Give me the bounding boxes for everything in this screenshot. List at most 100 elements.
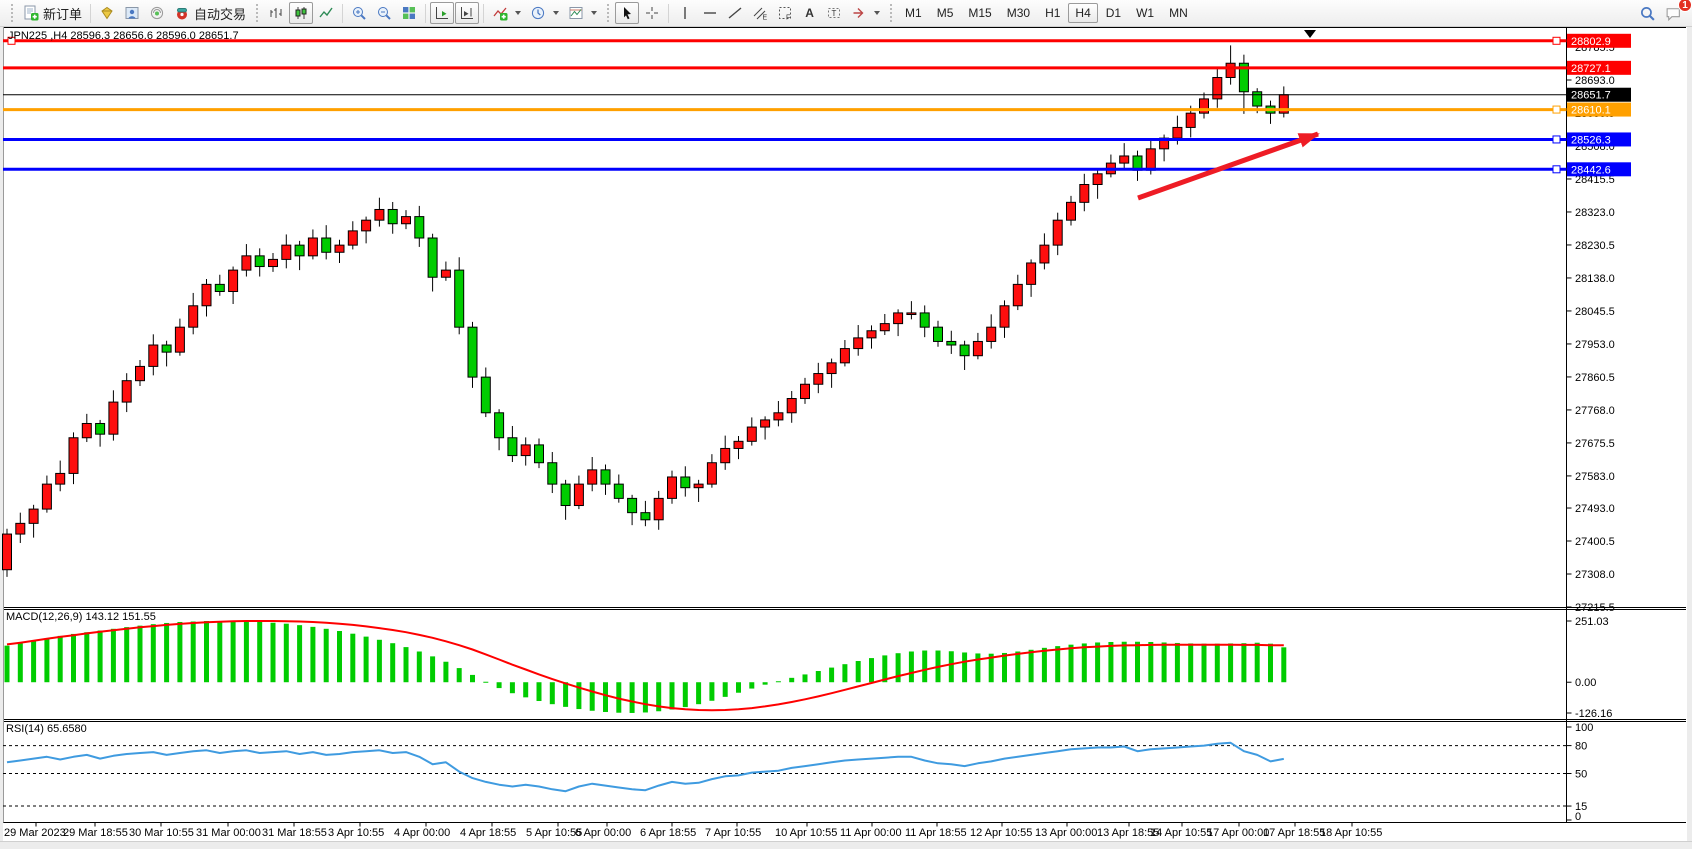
trend-arrow-object[interactable] (1137, 131, 1320, 201)
timeframe-m30-button[interactable]: M30 (1000, 3, 1037, 23)
price-tick-label: 27308.0 (1575, 569, 1615, 581)
macd-histogram-bar (1121, 641, 1127, 683)
toolbar-grip[interactable] (889, 3, 894, 23)
chart-canvas[interactable]: 28785.528693.028600.528508.028415.528323… (0, 27, 1692, 841)
candle-body (467, 326, 478, 378)
candle-body (494, 412, 505, 439)
price-tick-label: 27675.5 (1575, 438, 1615, 450)
candle-body (706, 462, 717, 485)
rsi-indicator: 100 80 50 150 (3, 722, 1593, 823)
auto-trading-button[interactable]: 自动交易 (170, 2, 250, 24)
line-anchor-handle[interactable] (1552, 165, 1561, 174)
chart-title: JPN225 ,H4 28596.3 28656.6 28596.0 28651… (8, 30, 239, 42)
chat-button[interactable]: 1 (1661, 0, 1692, 24)
experts-button[interactable] (120, 2, 144, 24)
timeframe-mn-button[interactable]: MN (1162, 3, 1195, 23)
toolbar-grip[interactable] (255, 3, 260, 23)
text-tool-button[interactable]: A (798, 2, 821, 24)
zoom-out-button[interactable] (372, 2, 396, 24)
line-chart-button[interactable] (314, 2, 338, 24)
macd-histogram-bar (682, 682, 688, 708)
toolbar-grip[interactable] (10, 3, 14, 23)
time-tick-label: 31 Mar 00:00 (196, 827, 261, 839)
equidistant-channel-tool-button[interactable]: E (748, 2, 772, 24)
macd-indicator: 251.03 0.00 -126.16 (4, 616, 1612, 720)
line-anchor-handle[interactable] (1552, 36, 1561, 45)
horizontal-line-tool-button[interactable] (698, 2, 722, 24)
bar-chart-button[interactable] (264, 2, 288, 24)
line-anchor-handle[interactable] (7, 36, 16, 45)
chart-background[interactable] (3, 27, 1687, 841)
line-anchor-handle[interactable] (1552, 135, 1561, 144)
candle-body (174, 326, 185, 353)
macd-histogram-bar (1228, 643, 1234, 683)
arrows-tool-button[interactable] (847, 2, 884, 24)
toolbar-separator (425, 3, 427, 23)
line-anchor-handle[interactable] (1552, 105, 1561, 114)
toolbar-grip[interactable] (606, 3, 611, 23)
timeframe-w1-button[interactable]: W1 (1129, 3, 1161, 23)
timeframe-d1-button[interactable]: D1 (1099, 3, 1128, 23)
indicators-button[interactable] (488, 2, 525, 24)
candle-body (507, 437, 518, 457)
profile-button[interactable] (95, 2, 119, 24)
candle-body (254, 255, 265, 268)
signal-button[interactable] (145, 2, 169, 24)
time-tick-label: 17 Apr 00:00 (1207, 827, 1269, 839)
rsi-tick-label: 100 (1575, 722, 1593, 734)
candle-body (760, 419, 771, 428)
candle-body (121, 380, 132, 403)
time-tick-label: 5 Apr 10:55 (526, 827, 582, 839)
price-line-badge (1567, 102, 1631, 117)
toolbar-separator (483, 3, 485, 23)
tile-windows-button[interactable] (397, 2, 421, 24)
macd-histogram-bar (829, 667, 835, 683)
timeframe-h4-button[interactable]: H4 (1068, 3, 1098, 23)
time-tick-label: 14 Apr 10:55 (1150, 827, 1212, 839)
candle-body (893, 312, 904, 325)
macd-histogram-bar (895, 653, 901, 683)
cursor-tool-button[interactable] (615, 2, 640, 24)
fibo-letter: F (786, 15, 790, 22)
timeframe-m5-button[interactable]: M5 (930, 3, 961, 23)
price-tick-label: 28415.5 (1575, 174, 1615, 186)
vertical-line-tool-button[interactable] (673, 2, 697, 24)
crosshair-tool-button[interactable] (640, 2, 664, 24)
candle-body (680, 476, 691, 489)
fibonacci-tool-button[interactable]: F (773, 2, 797, 24)
new-order-button[interactable]: 新订单 (19, 2, 86, 24)
price-tick-label: 27215.5 (1575, 602, 1615, 614)
zoom-in-button[interactable] (347, 2, 371, 24)
time-tick-label: 11 Apr 00:00 (840, 827, 902, 839)
timeframe-h1-button[interactable]: H1 (1038, 3, 1067, 23)
periods-button[interactable] (526, 2, 563, 24)
macd-histogram-bar (1068, 644, 1074, 683)
time-tick-label: 10 Apr 10:55 (775, 827, 837, 839)
candlestick-chart-button[interactable] (289, 2, 314, 24)
templates-button[interactable] (564, 2, 601, 24)
macd-label: MACD(12,26,9) 143.12 151.55 (6, 611, 156, 623)
candle-body (68, 437, 79, 474)
chart-shift-button[interactable] (455, 2, 480, 24)
macd-histogram-bar (1161, 642, 1167, 683)
candle-body (135, 365, 145, 382)
macd-histogram-bar (948, 651, 954, 683)
channel-letter: E (763, 15, 768, 22)
candle-body (1145, 148, 1156, 171)
macd-histogram-bar (629, 682, 635, 713)
candle-body (999, 305, 1010, 328)
candle-body (268, 258, 278, 268)
macd-histogram-bar (1095, 642, 1101, 683)
symbol-marker-icon[interactable] (1304, 30, 1316, 38)
auto-scroll-button[interactable] (430, 2, 455, 24)
cursor-icon (624, 7, 632, 20)
trendline-tool-button[interactable] (723, 2, 747, 24)
candle-body (95, 422, 106, 435)
timeframe-m15-button[interactable]: M15 (961, 3, 998, 23)
equidistant-channel-icon: E (753, 7, 768, 22)
label-tool-button[interactable]: T (822, 2, 846, 24)
search-button[interactable] (1635, 2, 1660, 24)
macd-histogram-bar (150, 624, 156, 683)
zoom-in-icon (353, 7, 366, 20)
timeframe-m1-button[interactable]: M1 (898, 3, 929, 23)
